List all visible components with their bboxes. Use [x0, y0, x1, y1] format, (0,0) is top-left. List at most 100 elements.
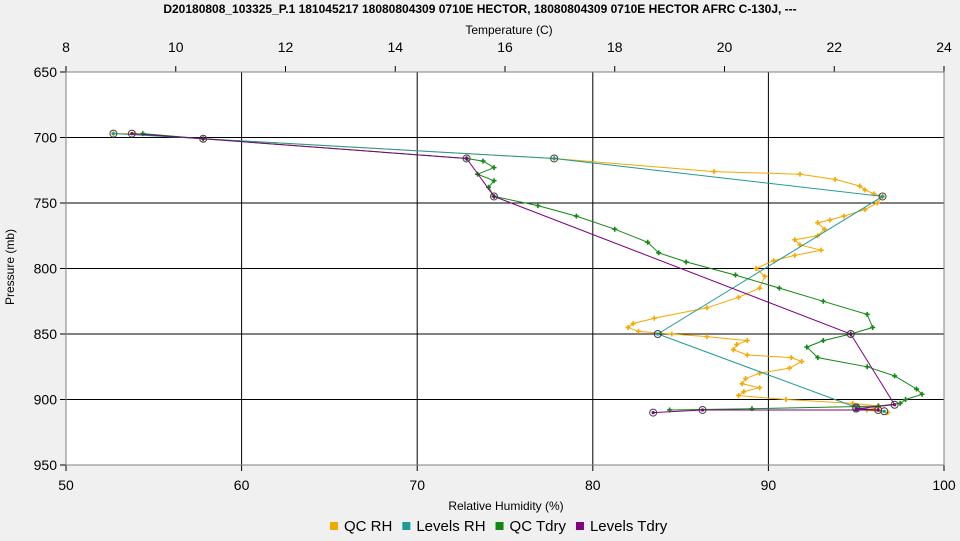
- point-qc-rh-20: [818, 247, 824, 253]
- legend-swatch-levels-tdry: [575, 522, 584, 530]
- point-qc-rh-40: [786, 365, 792, 371]
- point-qc-rh-18: [792, 237, 798, 243]
- point-qc-tdry-23: [815, 355, 821, 361]
- point-qc-rh-7: [857, 183, 863, 189]
- tick-label-y-5: 900: [34, 392, 58, 408]
- point-levels-rh-5: [880, 407, 889, 416]
- point-qc-rh-29: [630, 321, 636, 327]
- point-core-levels-tdry-8: [700, 408, 705, 412]
- point-qc-rh-37: [744, 352, 750, 358]
- point-qc-tdry-4: [491, 165, 497, 171]
- point-qc-tdry-27: [919, 391, 925, 397]
- point-qc-rh-34: [744, 338, 750, 344]
- point-qc-tdry-25: [892, 373, 898, 379]
- point-core-levels-tdry-4: [849, 332, 853, 336]
- point-levels-tdry-3: [490, 192, 499, 201]
- point-qc-rh-11: [874, 200, 880, 206]
- tick-label-x-top-3: 14: [387, 39, 403, 55]
- point-qc-rh-48: [850, 400, 856, 406]
- point-qc-rh-47: [783, 397, 789, 402]
- point-qc-rh-13: [841, 213, 847, 219]
- tick-label-x-bottom-1: 60: [234, 477, 250, 493]
- point-core-levels-tdry-1: [201, 137, 205, 141]
- point-levels-rh-0: [109, 129, 118, 138]
- point-qc-tdry-3: [480, 158, 486, 164]
- point-qc-rh-43: [739, 381, 745, 387]
- point-qc-rh-38: [788, 355, 794, 361]
- point-core-levels-rh-0: [111, 131, 116, 136]
- tick-label-x-top-0: 8: [62, 39, 70, 55]
- tick-label-x-bottom-2: 70: [409, 477, 425, 493]
- tick-label-x-top-2: 12: [278, 39, 294, 55]
- point-qc-rh-35: [734, 341, 740, 347]
- legend: QC RH Levels RH QC Tdry Levels Tdry: [330, 518, 668, 535]
- point-core-levels-tdry-7: [876, 408, 880, 412]
- point-levels-tdry-9: [649, 408, 658, 417]
- point-qc-rh-24: [762, 273, 768, 279]
- point-qc-rh-36: [730, 347, 736, 353]
- tick-label-y-1: 700: [34, 130, 58, 146]
- point-qc-rh-26: [736, 294, 742, 300]
- point-qc-rh-31: [635, 328, 641, 334]
- series-line-levels-tdry: [131, 133, 896, 414]
- point-qc-rh-25: [757, 285, 763, 291]
- point-core-levels-tdry-3: [492, 194, 496, 199]
- tick-label-y-0: 650: [34, 64, 58, 80]
- tick-label-x-top-5: 18: [607, 39, 623, 55]
- point-qc-rh-30: [625, 324, 631, 330]
- point-core-levels-rh-3: [656, 332, 660, 336]
- point-qc-rh-42: [743, 376, 749, 382]
- chart-title: D20180808_103325_P.1 181045217 180808043…: [163, 2, 796, 16]
- point-qc-rh-21: [792, 252, 798, 258]
- x-top-axis-label: Temperature (C): [465, 23, 552, 37]
- point-core-levels-tdry-9: [651, 411, 655, 415]
- series-layer: [109, 129, 925, 417]
- point-qc-rh-28: [651, 315, 657, 321]
- legend-swatch-qc-tdry: [495, 522, 504, 530]
- tick-label-y-3: 800: [34, 261, 58, 277]
- point-qc-rh-23: [753, 266, 759, 271]
- tick-label-x-bottom-3: 80: [585, 477, 601, 493]
- point-qc-tdry-24: [864, 364, 870, 370]
- x-bottom-axis-label: Relative Humidity (%): [448, 499, 563, 513]
- point-qc-rh-22: [771, 258, 777, 264]
- point-qc-tdry-13: [656, 250, 662, 256]
- point-core-levels-rh-1: [552, 156, 556, 161]
- tick-label-x-top-1: 10: [168, 39, 184, 55]
- tick-label-x-bottom-0: 50: [58, 477, 74, 493]
- point-qc-tdry-19: [870, 324, 876, 330]
- tick-label-x-top-4: 16: [497, 39, 513, 55]
- point-core-levels-rh-2: [880, 194, 885, 199]
- point-levels-tdry-2: [462, 154, 471, 163]
- legend-swatch-qc-rh: [330, 522, 338, 530]
- tick-label-x-top-7: 22: [826, 39, 842, 55]
- point-qc-tdry-22: [804, 344, 810, 350]
- tick-label-x-top-8: 24: [936, 39, 952, 55]
- series-levels-tdry: [127, 129, 899, 417]
- point-levels-tdry-5: [890, 400, 899, 409]
- tick-label-x-top-6: 20: [717, 39, 733, 55]
- point-qc-rh-27: [704, 305, 710, 311]
- point-qc-rh-4: [711, 169, 717, 175]
- point-qc-rh-16: [822, 226, 828, 232]
- legend-label-qc-tdry: QC Tdry: [510, 518, 567, 535]
- point-core-levels-tdry-0: [130, 131, 134, 136]
- y-axis-label: Pressure (mb): [3, 229, 17, 305]
- plot-frame: [65, 71, 945, 466]
- tick-label-y-4: 850: [34, 326, 58, 342]
- point-qc-tdry-0: [140, 131, 146, 137]
- point-core-levels-tdry-2: [464, 156, 469, 161]
- point-qc-rh-46: [736, 393, 742, 399]
- point-qc-rh-8: [862, 187, 868, 193]
- point-levels-tdry-0: [127, 129, 136, 138]
- point-qc-rh-33: [704, 334, 710, 340]
- point-qc-rh-32: [669, 331, 675, 337]
- point-levels-rh-2: [878, 192, 887, 201]
- point-qc-tdry-14: [683, 259, 689, 265]
- point-qc-rh-44: [757, 385, 763, 391]
- point-qc-rh-14: [827, 217, 833, 223]
- point-qc-rh-6: [832, 176, 838, 182]
- point-qc-tdry-11: [612, 226, 618, 232]
- legend-swatch-levels-rh: [402, 522, 411, 530]
